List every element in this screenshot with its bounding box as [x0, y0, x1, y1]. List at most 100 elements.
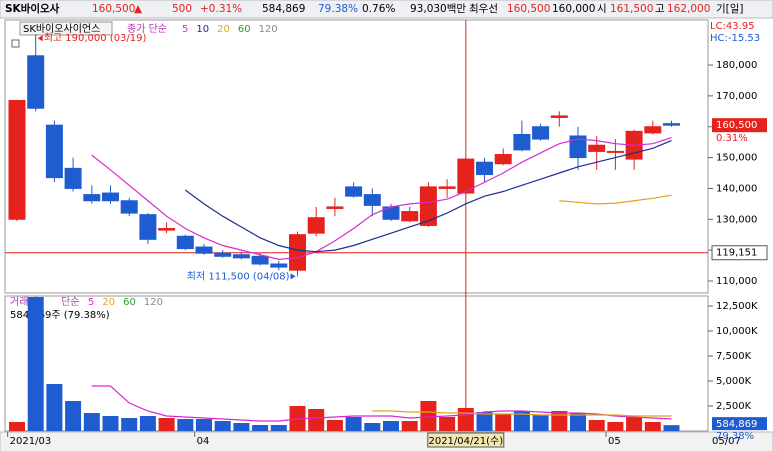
lc: LC:43.95	[710, 21, 755, 32]
y-tick-label: 170,000	[716, 91, 757, 102]
candle-body	[8, 100, 26, 220]
x-tick-label: 2021/03	[10, 436, 52, 447]
low-arrow	[290, 273, 296, 280]
last-pct: 0.31%	[716, 133, 748, 144]
candle-body	[513, 133, 531, 151]
volume-bar	[401, 421, 418, 431]
candle-body	[251, 255, 269, 265]
volume-bar	[139, 416, 156, 431]
volume-bar	[46, 384, 63, 431]
open-label: 시	[597, 3, 607, 15]
y-tick-label: 10,000K	[716, 326, 758, 337]
best-ask: 160,500	[507, 3, 550, 15]
volume-bar	[196, 419, 212, 431]
volume-bar	[252, 425, 269, 431]
volume-bar	[345, 417, 362, 431]
cursor-badge	[427, 432, 505, 448]
volume-info: 584,869주 (79.38%)	[10, 310, 110, 321]
volume-bar	[532, 415, 549, 431]
last-date: 05/07	[712, 436, 741, 447]
legend-entry: 60	[123, 297, 136, 308]
last-label: 160,500	[716, 120, 757, 131]
x-axis-bar	[0, 431, 773, 452]
volume-bar	[570, 413, 586, 431]
cursor-label: 2021/04/21(수)	[428, 435, 503, 447]
candle-body	[27, 55, 45, 109]
high: 162,000	[667, 3, 710, 15]
change: 500	[172, 3, 192, 15]
volume-bar	[626, 417, 643, 431]
volume-bar	[551, 411, 568, 431]
candle-body	[64, 167, 82, 189]
candle-body	[102, 192, 119, 202]
low-note: 최저 111,500 (04/08)	[187, 270, 290, 282]
high-arrow	[37, 35, 43, 42]
legend-entry: 120	[144, 297, 163, 308]
ma-label: 단순	[61, 296, 79, 308]
legend-entry: 5	[88, 297, 94, 308]
volume-bar	[270, 425, 287, 431]
arrow: ▲	[134, 3, 143, 15]
ma-label: 종가 단순	[127, 23, 167, 35]
volume-bar	[607, 422, 624, 431]
volume-bar	[644, 422, 661, 431]
candle-body	[289, 234, 306, 271]
candle-body	[120, 200, 138, 214]
menu[interactable]: 기[일]	[716, 2, 744, 15]
candle-body	[270, 263, 288, 268]
ref-badge	[711, 245, 768, 261]
volume-bar	[476, 412, 493, 431]
best-bid: 160,000	[552, 3, 595, 15]
volume-bar	[383, 421, 399, 431]
y-tick-label: 130,000	[716, 214, 757, 225]
x-tick-label: 05	[608, 436, 621, 447]
y-tick-label: 140,000	[716, 183, 757, 194]
volume-bar	[214, 421, 231, 431]
ma-line	[91, 136, 672, 260]
turnover: 0.76%	[362, 3, 395, 15]
high-label: 고	[655, 3, 665, 15]
ma-line	[184, 140, 672, 253]
candle-body	[588, 144, 606, 152]
candle-body	[569, 135, 587, 159]
ma-line	[559, 194, 672, 205]
volume-bar	[439, 417, 456, 431]
x-tick-label: 04	[197, 436, 210, 447]
candle-body	[663, 123, 680, 126]
volume-pct: 79.38%	[716, 431, 754, 442]
volume-last: 584,869	[716, 419, 757, 430]
candle-body	[606, 150, 624, 153]
legend-entry: 20	[217, 24, 230, 35]
candle-body	[139, 214, 157, 240]
candle-body	[419, 186, 437, 226]
y-tick-label: 150,000	[716, 153, 757, 164]
volume-bar	[9, 422, 25, 431]
volume-bar	[308, 409, 325, 431]
volume-bar	[27, 297, 44, 431]
y-tick-label: 5,000K	[716, 376, 752, 387]
volume-bar	[65, 401, 82, 431]
candle-body	[214, 252, 232, 257]
legend-entry: 60	[238, 24, 251, 35]
candle-body	[326, 206, 344, 209]
price-panel	[4, 19, 709, 294]
volume-bar	[121, 418, 138, 431]
volume-bar	[457, 408, 474, 431]
candle-body	[532, 126, 550, 140]
candle-body	[644, 126, 662, 134]
candle-body	[550, 115, 568, 118]
header-bar	[0, 0, 773, 19]
candle-body	[45, 124, 63, 179]
candle-body	[158, 228, 176, 231]
candle-body	[401, 211, 419, 222]
volume-bar	[495, 414, 512, 431]
volume-bar	[158, 418, 175, 431]
ma-line	[372, 410, 672, 417]
candle-body	[363, 194, 381, 206]
high-note: 최고 190,000 (03/19)	[44, 32, 147, 44]
candle-body	[494, 153, 512, 165]
volume-bar	[83, 413, 100, 431]
candle-body	[345, 186, 363, 197]
chart-title: SK바이오사이언스	[23, 23, 100, 35]
